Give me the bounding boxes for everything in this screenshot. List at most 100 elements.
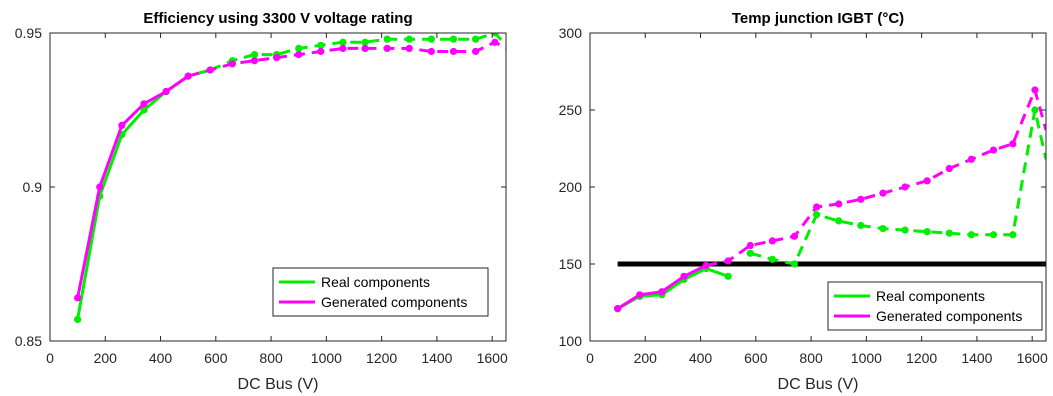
data-point	[427, 35, 435, 43]
legend: Real components Generated components	[272, 267, 489, 317]
data-point	[857, 221, 865, 230]
data-point	[813, 203, 821, 211]
series-line-solid	[616, 267, 729, 311]
data-point	[967, 155, 975, 163]
x-tick-label: 600	[744, 350, 768, 366]
x-tick-label: 600	[204, 350, 228, 366]
x-tick-label: 1600	[477, 350, 508, 366]
data-point	[945, 164, 953, 173]
x-tick-label: 800	[799, 350, 823, 366]
series-generated	[614, 86, 1046, 313]
data-point	[879, 189, 887, 197]
data-point	[339, 44, 347, 53]
series-line-dashed	[749, 108, 1046, 266]
data-point	[901, 226, 909, 234]
data-point	[746, 241, 754, 250]
data-point	[901, 183, 909, 191]
y-tick-label: 250	[559, 102, 583, 118]
x-tick-label: 400	[149, 350, 173, 366]
series-line-dashed	[187, 40, 506, 78]
data-point	[658, 288, 666, 296]
legend-box	[827, 281, 1043, 331]
data-point	[140, 106, 148, 114]
data-point	[405, 35, 413, 43]
data-point	[361, 44, 369, 53]
data-point	[317, 47, 325, 56]
plot-area	[614, 86, 1046, 313]
x-tick-label: 1600	[1017, 350, 1048, 366]
legend-label: Real components	[321, 274, 430, 290]
data-point	[339, 38, 347, 46]
data-point	[857, 195, 865, 203]
y-tick-label: 0.95	[15, 25, 42, 41]
series-line-dashed	[705, 88, 1046, 267]
data-point	[427, 47, 435, 56]
x-tick-label: 1200	[366, 350, 397, 366]
data-point	[317, 41, 325, 49]
legend: Real components Generated components	[827, 281, 1043, 331]
x-tick-label: 0	[586, 350, 594, 366]
x-tick-label: 400	[689, 350, 713, 366]
data-point	[702, 261, 710, 270]
data-point	[383, 35, 391, 43]
data-point	[989, 231, 998, 239]
data-point	[162, 87, 170, 96]
y-tick-label: 150	[559, 256, 583, 272]
data-point	[790, 260, 799, 268]
data-point	[967, 231, 975, 239]
data-point	[1009, 140, 1017, 148]
legend-label: Generated components	[876, 308, 1022, 324]
x-tick-label: 1400	[421, 350, 452, 366]
data-point	[472, 47, 480, 56]
data-point	[680, 272, 688, 280]
data-point	[295, 44, 303, 53]
chart-title: Temp junction IGBT (°C)	[732, 10, 904, 27]
data-point	[273, 54, 281, 62]
y-tick-label: 0.9	[23, 179, 43, 195]
y-tick-label: 100	[559, 333, 583, 349]
data-point	[768, 237, 777, 245]
data-point	[405, 44, 413, 53]
series-line-dashed	[209, 33, 506, 72]
x-tick-label: 1000	[311, 350, 342, 366]
x-axis-label: DC Bus (V)	[238, 376, 319, 393]
data-point	[250, 50, 259, 59]
data-point	[118, 121, 126, 129]
legend-label: Generated components	[321, 294, 467, 310]
data-point	[923, 228, 931, 236]
data-point	[295, 50, 303, 59]
data-point	[835, 217, 843, 225]
plot-area	[74, 33, 506, 324]
data-point	[813, 211, 821, 219]
data-point	[1031, 86, 1039, 94]
data-point	[206, 66, 214, 74]
data-point	[228, 60, 236, 68]
data-point	[835, 200, 843, 208]
data-point	[361, 38, 369, 46]
data-point	[724, 272, 732, 280]
data-point	[250, 57, 259, 65]
data-point	[472, 35, 480, 43]
data-point	[96, 183, 104, 191]
data-point	[491, 38, 499, 46]
x-tick-label: 1400	[961, 350, 992, 366]
data-point	[746, 249, 754, 257]
data-point	[491, 33, 499, 37]
x-tick-label: 0	[46, 350, 54, 366]
data-point	[449, 35, 458, 43]
series-generated	[74, 38, 506, 302]
data-point	[383, 44, 391, 53]
data-point	[768, 255, 777, 263]
chart-panel-1: Efficiency using 3300 V voltage rating 0 2…	[15, 10, 508, 393]
data-point	[989, 146, 998, 154]
y-tick-label: 0.85	[15, 333, 42, 349]
x-tick-label: 1000	[851, 350, 882, 366]
data-point	[614, 305, 622, 313]
data-point	[140, 100, 148, 108]
x-tick-label: 800	[259, 350, 283, 366]
data-point	[923, 177, 931, 185]
data-point	[790, 232, 799, 240]
data-point	[945, 229, 953, 237]
legend-label: Real components	[876, 288, 985, 304]
